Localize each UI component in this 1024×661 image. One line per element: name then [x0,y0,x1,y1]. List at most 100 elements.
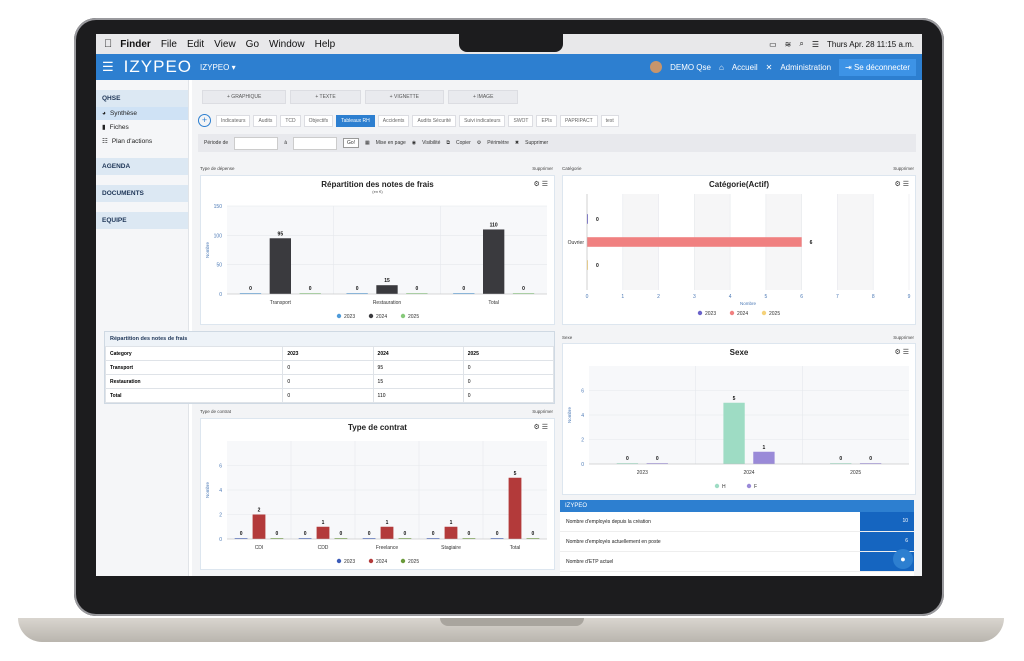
wifi-icon[interactable]: ≋ [784,39,792,49]
izypeo-counters: IZYPEO Nombre d'employés depuis la créat… [560,500,914,576]
chart-panel-sexe: Sexe ⚙ ☰ 0 2 4 6 Nombre 2023 0 0 2024 5 1 2025 0 0 H F [562,343,916,495]
bar [380,526,394,539]
data-label: 0 [432,531,435,537]
admin-icon[interactable]: ✕ [765,62,773,72]
counter-label: Nombre d'employés depuis la création [566,518,651,525]
supprimer-button[interactable]: Supprimer [525,140,549,146]
data-label: 0 [596,217,599,223]
sidebar-item-fiches[interactable]: ▮ Fiches [96,120,188,134]
chart-menu-icon[interactable]: ⚙ ☰ [533,424,549,431]
user-name[interactable]: DEMO Qse [670,62,711,72]
home-icon[interactable]: ⌂ [718,62,724,72]
menu-file[interactable]: File [152,38,177,50]
tab-swot[interactable]: SWOT [508,114,534,127]
copier-button[interactable]: Copier [456,140,471,146]
period-end-input[interactable] [292,136,337,150]
control-center-icon[interactable]: ☰ [811,39,819,49]
data-label: 0 [626,456,629,462]
period-start-input[interactable] [234,136,279,150]
menu-hamburger-icon[interactable]: ☰ [102,59,114,74]
menu-edit[interactable]: Edit [178,38,204,50]
layout-icon[interactable]: ▦ [365,140,370,146]
perimetre-button[interactable]: Périmètre [487,140,509,146]
logo[interactable]: IZYPEO [123,57,193,76]
x-tick-label: 0 [586,294,589,300]
admin-link[interactable]: Administration [780,62,832,72]
tab-objectifs[interactable]: Objectifs [303,114,334,127]
legend-label: 2025 [769,311,780,317]
home-link[interactable]: Accueil [731,62,758,72]
chart-menu-icon[interactable]: ⚙ ☰ [894,349,910,356]
visibilite-button[interactable]: Visibilité [422,140,441,146]
tab-tableaux-rh[interactable]: Tableaux RH [336,114,375,127]
eye-icon[interactable]: ◉ [411,140,417,146]
mise-en-page-button[interactable]: Mise en page [375,140,406,146]
panel-delete-link[interactable]: Supprimer [532,409,553,414]
legend-label: 2025 [408,559,419,565]
add-graphique-tab[interactable]: + GRAPHIQUE [202,90,287,104]
panel-label: Sexe Supprimer [562,335,914,340]
panel-delete-link[interactable]: Supprimer [532,166,553,171]
tab-accidents[interactable]: Accidents [377,114,410,127]
tab-epis[interactable]: EPIs [536,114,558,127]
panel-delete-link[interactable]: Supprimer [893,335,914,340]
clock[interactable]: Thurs Apr. 28 11:15 a.m. [826,39,914,49]
data-label: 5 [733,396,736,402]
chart-menu-icon[interactable]: ⚙ ☰ [894,181,910,188]
chart-notes-frais: 050100150NombreTransport0950Restauration… [205,204,547,320]
tab-papripact[interactable]: PAPRIPACT [560,114,598,127]
add-tab-icon[interactable]: + [198,114,211,127]
apple-icon[interactable]:  [104,38,112,50]
file-icon: ▮ [102,124,106,131]
legend-marker [714,483,720,489]
legend-marker [746,483,752,489]
tab-indicateurs[interactable]: Indicateurs [216,114,251,127]
sidebar-item-synthese[interactable]: ◕ Synthèse [96,107,188,120]
x-tick-label: 2 [657,294,660,300]
y-tick-label: 4 [219,488,222,494]
add-vignette-tab[interactable]: + VIGNETTE [364,90,444,104]
data-label: 0 [462,286,465,292]
delete-icon[interactable]: ✖ [514,140,520,146]
panel-label-text: Type de dépense [200,166,235,171]
tab-suivi-indicateurs[interactable]: Suivi indicateurs [459,114,506,127]
legend-marker [400,313,406,319]
tab-tcd[interactable]: TCD [280,114,301,127]
avatar[interactable] [650,61,663,73]
battery-icon[interactable]: ▭ [769,39,777,49]
go-button[interactable]: Go! [342,138,360,148]
list-icon: ☷ [102,138,108,145]
add-image-tab[interactable]: + IMAGE [447,90,519,104]
search-icon[interactable]: ⌕ [799,39,804,48]
tab-audits[interactable]: Audits [253,114,278,127]
sidebar-section-documents[interactable]: DOCUMENTS [96,185,188,202]
bar [406,293,428,294]
sidebar-section-agenda[interactable]: AGENDA [96,158,188,175]
menu-window[interactable]: Window [260,38,305,50]
workspace-selector[interactable]: IZYPEO ▾ [200,62,236,72]
menu-go[interactable]: Go [237,38,259,50]
perimeter-icon[interactable]: ⚙ [476,140,482,146]
bar [508,477,522,539]
y-tick-label: 0 [219,537,222,543]
copy-icon[interactable]: ⧉ [446,140,450,146]
chart-panel-categorie: Catégorie(Actif) ⚙ ☰ 0 1 2 3 4 5 6 7 8 9 Nombre Ouv… [562,175,916,325]
menu-finder[interactable]: Finder [112,38,151,50]
tab-audits-securite[interactable]: Audits Sécurité [412,114,457,127]
panel-delete-link[interactable]: Supprimer [893,166,914,171]
tab-test[interactable]: test [600,114,619,127]
sidebar-section-equipe[interactable]: EQUIPE [96,212,188,229]
data-label: 0 [240,531,243,537]
menu-help[interactable]: Help [306,38,336,50]
data-label: 0 [869,456,872,462]
chart-menu-icon[interactable]: ⚙ ☰ [533,181,549,188]
counter-value: 6 [860,532,914,551]
chat-icon[interactable]: ● [893,549,913,569]
sidebar-item-plan-actions[interactable]: ☷ Plan d'actions [96,134,188,148]
add-texte-tab[interactable]: + TEXTE [290,90,361,104]
menu-view[interactable]: View [205,38,236,50]
bar [483,229,505,294]
logout-button[interactable]: ⇥ Se déconnecter [839,58,916,76]
legend-label: 2024 [376,559,387,565]
sidebar-section-qhse[interactable]: QHSE [96,90,188,107]
